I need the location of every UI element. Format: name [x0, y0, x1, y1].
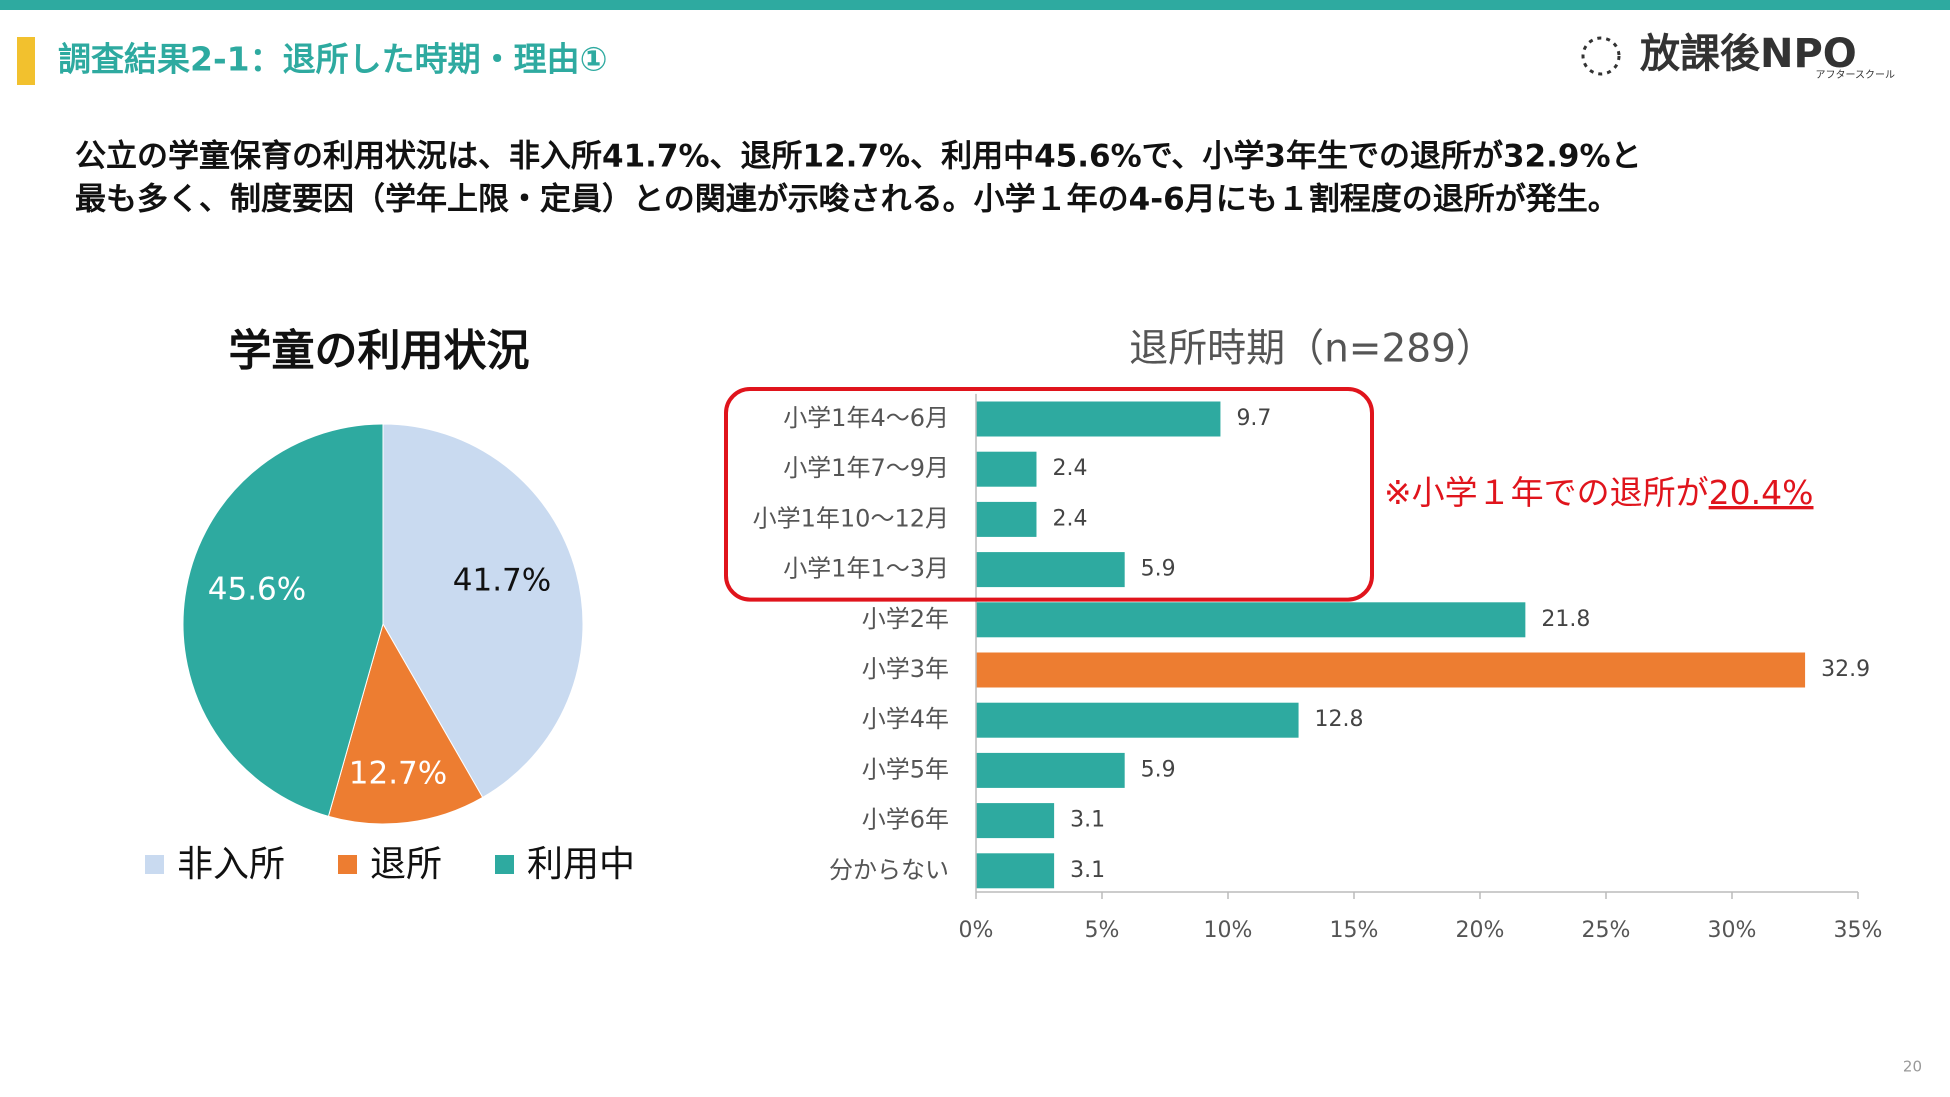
category-label: 小学5年: [862, 755, 949, 783]
x-tick-label: 5%: [1085, 918, 1120, 943]
data-label: 45.6%: [208, 572, 306, 608]
chart-title: 退所時期（n=289）: [1129, 327, 1495, 372]
category-label: 小学3年: [862, 655, 949, 683]
x-tick-label: 30%: [1708, 918, 1757, 943]
category-label: 分からない: [829, 856, 949, 884]
x-tick-label: 15%: [1330, 918, 1379, 943]
data-label: 5.9: [1141, 757, 1176, 782]
top-bar: [0, 0, 1950, 10]
x-tick-label: 25%: [1582, 918, 1631, 943]
bar: [976, 451, 1037, 487]
bar: [976, 803, 1055, 839]
logo-icon: [1581, 36, 1621, 76]
legend-swatch: [495, 855, 514, 874]
x-tick-label: 10%: [1204, 918, 1253, 943]
category-label: 小学4年: [862, 705, 949, 733]
annotation-highlight: 20.4%: [1709, 473, 1814, 512]
highlight-box: [724, 387, 1374, 602]
header-title: 調査結果2-1：退所した時期・理由①: [58, 40, 608, 79]
bar: [976, 602, 1526, 638]
legend-swatch: [338, 855, 357, 874]
bar: [976, 401, 1221, 437]
data-label: 9.7: [1236, 406, 1271, 431]
bar: [976, 501, 1037, 537]
category-label: 小学1年4～6月: [783, 404, 949, 432]
chart-title: 学童の利用状況: [229, 327, 530, 377]
data-label: 41.7%: [453, 563, 551, 599]
summary-line: 最も多く、制度要因（学年上限・定員）との関連が示唆される。小学１年の4-6月にも…: [75, 182, 1619, 218]
annotation: ※小学１年での退所が20.4%: [1384, 473, 1814, 512]
bar: [976, 652, 1806, 688]
data-label: 2.4: [1052, 506, 1087, 531]
category-label: 小学2年: [862, 605, 949, 633]
data-label: 12.8: [1315, 707, 1364, 732]
category-label: 小学1年1～3月: [783, 555, 949, 583]
category-label: 小学1年10～12月: [753, 504, 949, 532]
category-label: 小学6年: [862, 806, 949, 834]
data-label: 3.1: [1070, 808, 1105, 833]
legend-label: 非入所: [177, 844, 285, 885]
legend-swatch: [145, 855, 164, 874]
pie-slice: [182, 423, 384, 818]
data-label: 32.9: [1821, 657, 1870, 682]
bar: [976, 853, 1055, 889]
data-label: 5.9: [1141, 557, 1176, 582]
summary-line: 公立の学童保育の利用状況は、非入所41.7%、退所12.7%、利用中45.6%で…: [75, 139, 1642, 175]
data-label: 2.4: [1052, 456, 1087, 481]
annotation-text: ※小学１年での退所が: [1384, 473, 1709, 512]
data-label: 3.1: [1070, 858, 1105, 883]
logo-sub: アフタースクール: [1816, 69, 1896, 81]
x-tick-label: 35%: [1834, 918, 1883, 943]
legend-label: 退所: [370, 844, 442, 885]
bar: [976, 702, 1299, 738]
category-label: 小学1年7～9月: [783, 454, 949, 482]
logo: 放課後NPO アフタースクール: [1581, 31, 1896, 81]
data-label: 12.7%: [349, 756, 447, 792]
bar: [976, 552, 1125, 588]
x-tick-label: 0%: [959, 918, 994, 943]
pie-slice: [382, 423, 584, 799]
logo-text: 放課後NPO: [1640, 31, 1857, 77]
x-tick-label: 20%: [1456, 918, 1505, 943]
data-label: 21.8: [1541, 607, 1590, 632]
header-marker: [17, 37, 35, 85]
legend-label: 利用中: [527, 844, 635, 885]
pie-slice: [327, 622, 484, 825]
page-number: 20: [1903, 1058, 1922, 1076]
bar: [976, 752, 1125, 788]
